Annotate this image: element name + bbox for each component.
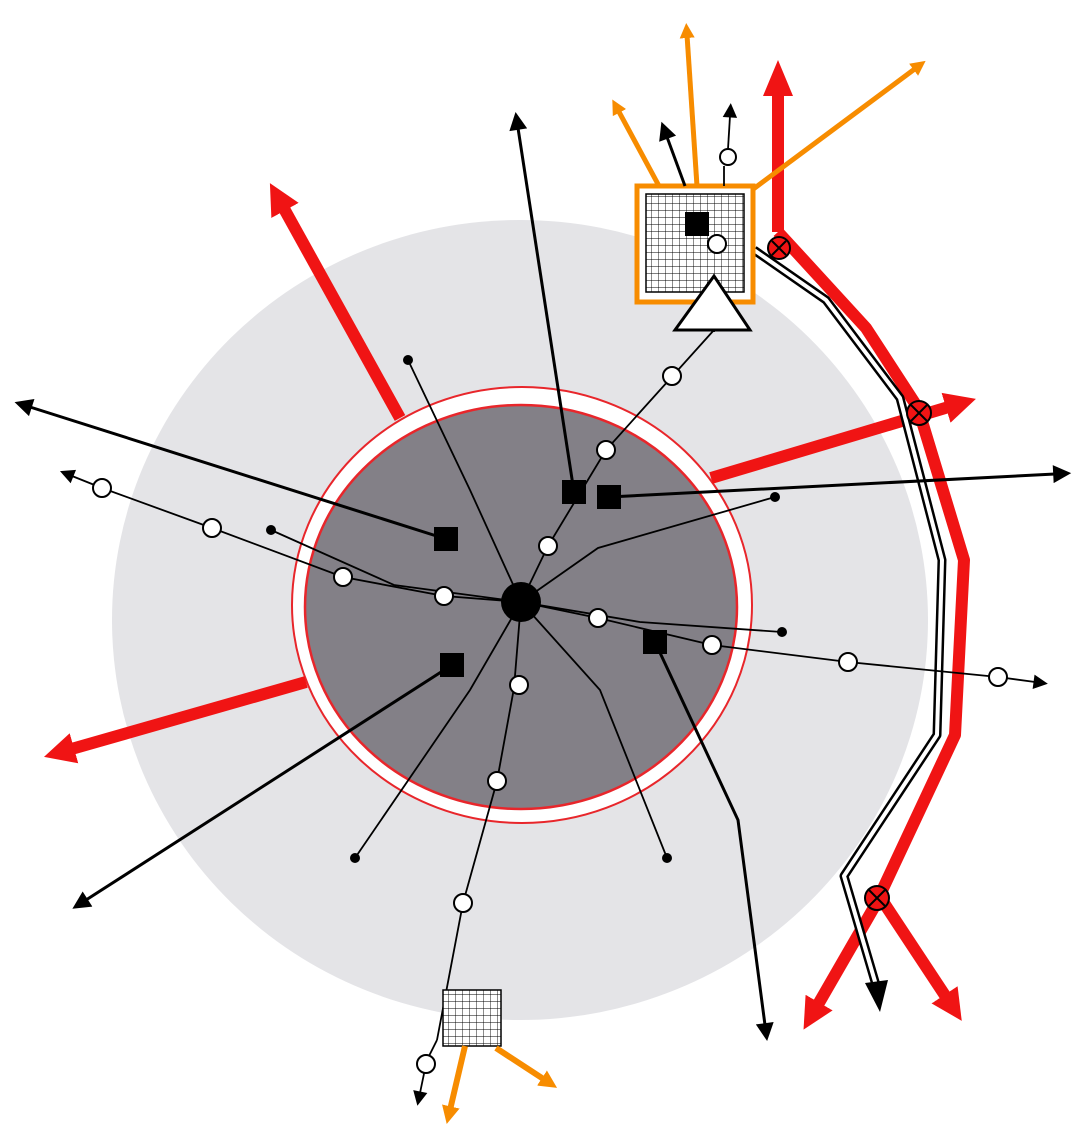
black-corridor-line-inner [752, 248, 944, 986]
red-corridor-head-top [763, 60, 793, 96]
square-node [597, 485, 621, 509]
red-corridor [772, 95, 970, 898]
red-corridor-branch-se [874, 893, 962, 1021]
black-arrow-n [509, 111, 576, 493]
terminal-dots [266, 355, 787, 863]
crossing-marker-2 [906, 400, 932, 426]
black-arrow-s [653, 641, 774, 1042]
black-arrow-w [14, 398, 447, 541]
central-hub [501, 582, 541, 622]
crossing-marker-1 [767, 236, 791, 260]
triangle-node [672, 273, 753, 332]
square-node [440, 653, 464, 677]
square-nodes [434, 480, 667, 677]
black-long-arrows [14, 111, 1072, 1042]
square-node [562, 480, 586, 504]
black-arrow-e [608, 465, 1072, 499]
square-node [643, 630, 667, 654]
black-arrow-sw [72, 663, 453, 909]
station-nodes [92, 148, 1008, 1074]
top-box-arrows [612, 23, 926, 193]
grid-box-square-node [685, 212, 709, 236]
square-node [434, 527, 458, 551]
top-grid-box [645, 193, 745, 293]
bottom-box-arrows [442, 1045, 558, 1125]
grid-box-station [707, 234, 727, 254]
crossing-marker-3 [864, 885, 890, 911]
red-flow-arrow-nw [269, 183, 406, 421]
red-flow-arrow-sw [44, 676, 308, 764]
red-corridor-branch-sw [803, 894, 886, 1030]
bottom-grid-box [442, 989, 502, 1047]
black-corridor-arrowhead [865, 980, 888, 1012]
